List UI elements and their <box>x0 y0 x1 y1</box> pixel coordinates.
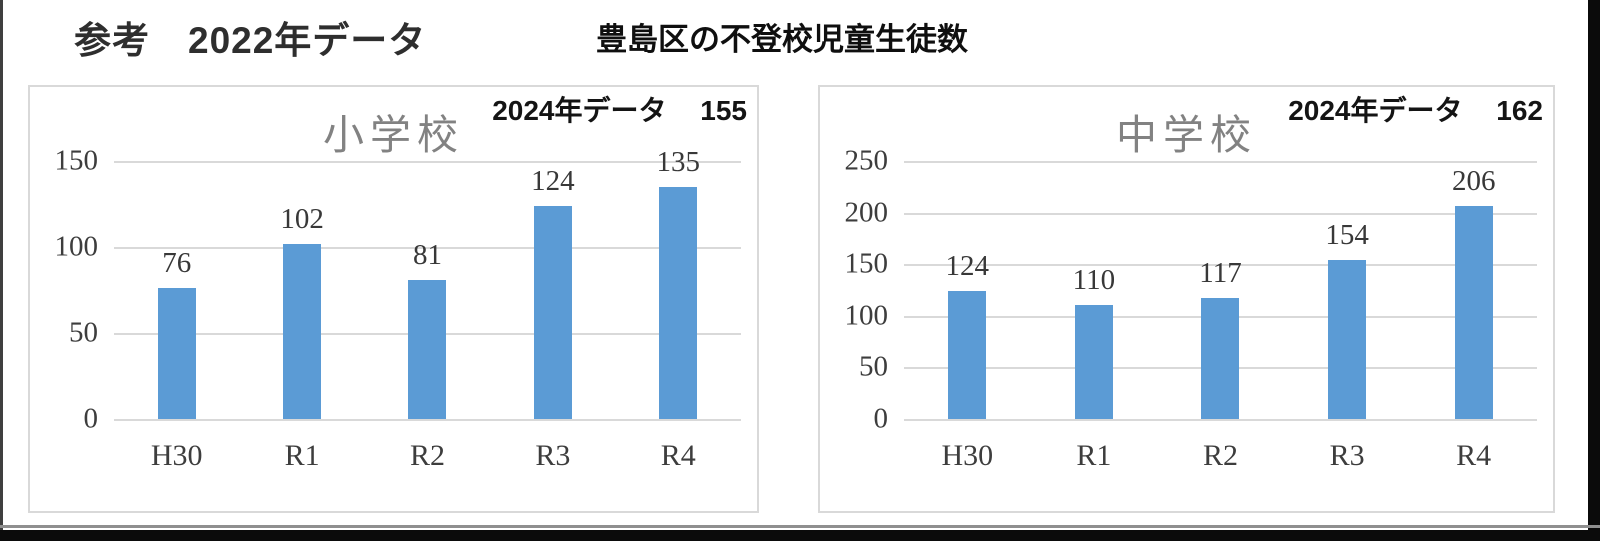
bar-R4 <box>1454 206 1493 419</box>
y-axis: 0 50 100 150 <box>30 145 108 435</box>
x-axis-category-label: H30 <box>150 439 203 472</box>
gridline <box>114 247 741 249</box>
y-axis-tick-label: 150 <box>54 144 99 177</box>
bar-slot: 81 <box>365 161 490 419</box>
bar-value-label: 110 <box>1072 264 1116 297</box>
y-axis-tick-label: 50 <box>859 350 888 383</box>
page-title: 豊島区の不登校児童生徒数 <box>596 22 968 57</box>
plot: 76 102 81 124 135 <box>114 146 741 421</box>
annotation-2024-data: 2024年データ 155 <box>492 89 747 129</box>
annotation-label: 2024年データ <box>492 95 667 126</box>
bar-R1 <box>1074 305 1113 419</box>
bar-R3 <box>1328 260 1367 419</box>
chart-title: 小学校 <box>323 112 464 158</box>
bar-value-label: 102 <box>280 202 324 235</box>
gridline <box>904 264 1537 267</box>
annotation-value: 162 <box>1496 95 1543 126</box>
bar-slot: 206 <box>1410 161 1537 419</box>
x-axis-category-label: R1 <box>284 439 320 472</box>
bar-slot: 124 <box>490 161 615 419</box>
gridline <box>904 161 1537 163</box>
y-axis: 0 50 100 150 200 250 <box>820 145 898 435</box>
bar-H30 <box>157 288 196 419</box>
elementary-school-chart: 2024年データ 155 小学校 0 50 100 150 76 102 81 124 135… <box>28 85 759 513</box>
y-axis-tick-label: 0 <box>83 402 99 435</box>
x-axis: H30 R1 R2 R3 R4 <box>114 439 741 481</box>
x-axis-category-label: R3 <box>1329 439 1365 472</box>
x-axis-category-label: R1 <box>1076 439 1112 472</box>
x-axis-category-label: R4 <box>660 439 696 472</box>
chart-title: 中学校 <box>1116 112 1257 158</box>
page-border-left <box>0 0 3 541</box>
y-axis-tick-label: 100 <box>844 299 889 332</box>
bar-H30 <box>948 291 987 419</box>
bar-slot: 124 <box>904 161 1031 419</box>
bar-value-label: 206 <box>1451 165 1496 198</box>
reference-year-label: 参考 2022年データ <box>74 20 427 61</box>
bar-slot: 154 <box>1284 161 1411 419</box>
gridline <box>904 212 1537 215</box>
x-axis: H30 R1 R2 R3 R4 <box>904 439 1537 481</box>
y-axis-tick-label: 50 <box>69 316 98 349</box>
annotation-2024-data: 2024年データ 162 <box>1288 89 1543 129</box>
bar-value-label: 135 <box>656 145 701 178</box>
y-axis-tick-label: 100 <box>54 230 99 263</box>
plot: 124 110 117 154 206 <box>904 161 1537 421</box>
bar-R2 <box>1201 298 1240 419</box>
gridline <box>114 161 741 163</box>
page-border-right <box>1588 0 1600 541</box>
plot-area: 0 50 100 150 200 250 124 110 117 154 206 <box>820 145 1553 435</box>
bar-R3 <box>533 205 572 419</box>
bar-slot: 117 <box>1157 161 1284 419</box>
bar-value-label: 117 <box>1199 257 1242 290</box>
junior-high-school-chart: 2024年データ 162 中学校 0 50 100 150 200 250 124 110 1… <box>818 85 1555 513</box>
plot-area: 0 50 100 150 76 102 81 124 135 <box>30 145 757 435</box>
bar-R2 <box>408 279 447 419</box>
y-axis-tick-label: 0 <box>873 402 889 435</box>
bar-R1 <box>283 243 322 419</box>
bar-value-label: 76 <box>162 247 192 280</box>
y-axis-tick-label: 250 <box>844 144 889 177</box>
page-border-bottom-line <box>0 525 1600 528</box>
bar-slot: 102 <box>239 161 364 419</box>
bar-slot: 135 <box>616 146 741 419</box>
x-axis-category-label: R2 <box>1202 439 1238 472</box>
bar-value-label: 124 <box>531 164 575 197</box>
annotation-label: 2024年データ <box>1288 95 1463 126</box>
bar-R4 <box>659 186 698 419</box>
y-axis-tick-label: 200 <box>844 196 889 229</box>
page-border-bottom <box>0 530 1600 541</box>
x-axis-category-label: R2 <box>409 439 445 472</box>
bar-value-label: 124 <box>945 250 990 283</box>
x-axis-category-label: H30 <box>941 439 994 472</box>
x-axis-category-label: R4 <box>1456 439 1492 472</box>
x-axis-category-label: R3 <box>535 439 571 472</box>
bar-value-label: 154 <box>1325 219 1369 252</box>
gridline <box>114 419 741 421</box>
gridline <box>904 419 1537 421</box>
annotation-value: 155 <box>700 95 747 126</box>
bar-value-label: 81 <box>412 238 442 271</box>
bar-slot: 110 <box>1031 161 1158 419</box>
y-axis-tick-label: 150 <box>844 247 889 280</box>
bar-slot: 76 <box>114 161 239 419</box>
